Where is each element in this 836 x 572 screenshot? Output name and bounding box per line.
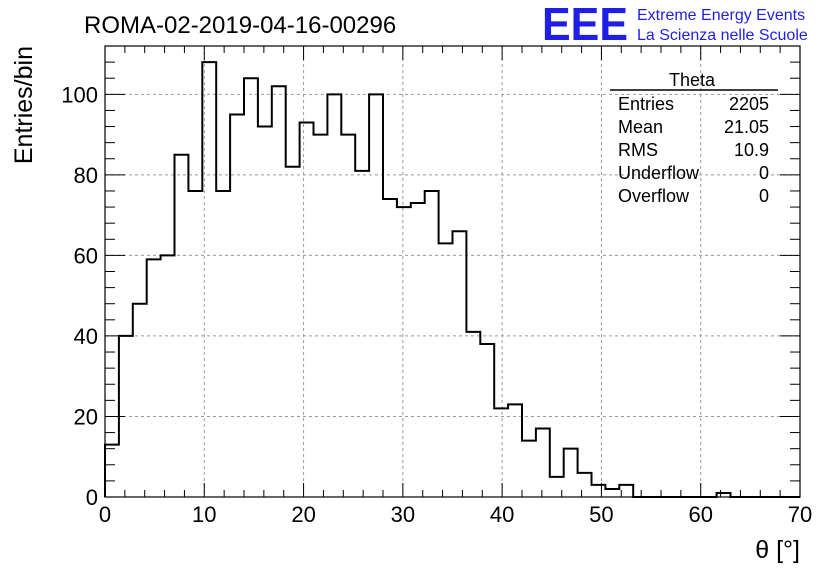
eee-logo-mark: EEE: [542, 0, 628, 50]
x-tick-label: 50: [589, 502, 613, 527]
stats-value: 0: [759, 163, 769, 183]
histogram-outline: [104, 61, 800, 498]
y-tick-label: 0: [86, 485, 98, 510]
histogram-bin: [536, 429, 550, 497]
y-tick-label: 60: [74, 243, 98, 268]
histogram-bin: [341, 135, 355, 497]
histogram-bin: [453, 231, 467, 497]
axis-ticks: [104, 45, 801, 498]
eee-logo-line1: Extreme Energy Events: [637, 7, 805, 24]
stats-label: Overflow: [618, 186, 690, 206]
y-tick-label: 40: [74, 324, 98, 349]
histogram-bin: [425, 191, 439, 497]
histogram-bin: [175, 155, 189, 497]
histogram-bin: [216, 191, 230, 497]
histogram-bin: [355, 171, 369, 497]
x-tick-label: 10: [192, 502, 216, 527]
eee-logo: EEE Extreme Energy Events La Scienza nel…: [542, 0, 808, 50]
histogram-bin: [133, 304, 147, 497]
x-tick-label: 40: [490, 502, 514, 527]
chart-title: ROMA-02-2019-04-16-00296: [84, 12, 396, 39]
histogram-bin: [494, 408, 508, 497]
histogram-bin: [105, 445, 119, 497]
histogram-bin: [258, 127, 272, 497]
histogram-bin: [564, 449, 578, 497]
histogram-bin: [466, 332, 480, 497]
stats-value: 21.05: [724, 117, 769, 137]
stats-value: 0: [759, 186, 769, 206]
stats-box: Theta Entries 2205 Mean 21.05 RMS 10.9 Underfl…: [610, 70, 778, 206]
histogram-bin: [508, 404, 522, 497]
y-tick-label: 20: [74, 404, 98, 429]
histogram-bin: [286, 167, 300, 497]
histogram-bin: [522, 441, 536, 497]
histogram-bin: [397, 207, 411, 497]
stats-rows: Entries 2205 Mean 21.05 RMS 10.9 Underflow 0 Ove…: [618, 94, 769, 206]
x-tick-label: 70: [788, 502, 812, 527]
y-tick-label: 100: [61, 82, 98, 107]
histogram-bin: [605, 489, 619, 497]
y-tick-labels: 0 20 40 60 80 100: [61, 82, 98, 510]
stats-label: Mean: [618, 117, 663, 137]
histogram-bin: [161, 255, 175, 497]
stats-label: RMS: [618, 140, 658, 160]
x-axis-label: θ [°]: [755, 536, 800, 564]
x-tick-label: 0: [99, 502, 111, 527]
histogram-bin: [383, 199, 397, 497]
histogram-bin: [188, 191, 202, 497]
histogram-bin: [578, 473, 592, 497]
grid-lines: [105, 46, 800, 497]
x-tick-label: 60: [688, 502, 712, 527]
histogram-bin: [592, 485, 606, 497]
histogram-bin: [300, 123, 314, 497]
x-tick-label: 30: [391, 502, 415, 527]
histogram-bin: [230, 114, 244, 497]
stats-label: Underflow: [618, 163, 700, 183]
stats-title: Theta: [669, 70, 716, 90]
histogram-bin: [439, 243, 453, 497]
histogram-bin: [147, 259, 161, 497]
y-axis-label: Entries/bin: [10, 46, 38, 164]
histogram-bin: [369, 94, 383, 497]
histogram-bin: [327, 94, 341, 497]
histogram-bin: [314, 135, 328, 497]
x-tick-labels: 0 10 20 30 40 50 60 70: [99, 502, 812, 527]
x-tick-label: 20: [291, 502, 315, 527]
stats-value: 10.9: [734, 140, 769, 160]
histogram-bin: [272, 86, 286, 497]
histogram-bin: [480, 344, 494, 497]
histogram-bin: [244, 78, 258, 497]
eee-logo-line2: La Scienza nelle Scuole: [637, 27, 808, 44]
stats-label: Entries: [618, 94, 674, 114]
plot-frame: [104, 45, 801, 498]
stats-value: 2205: [729, 94, 769, 114]
histogram-bin: [411, 203, 425, 497]
y-tick-label: 80: [74, 163, 98, 188]
